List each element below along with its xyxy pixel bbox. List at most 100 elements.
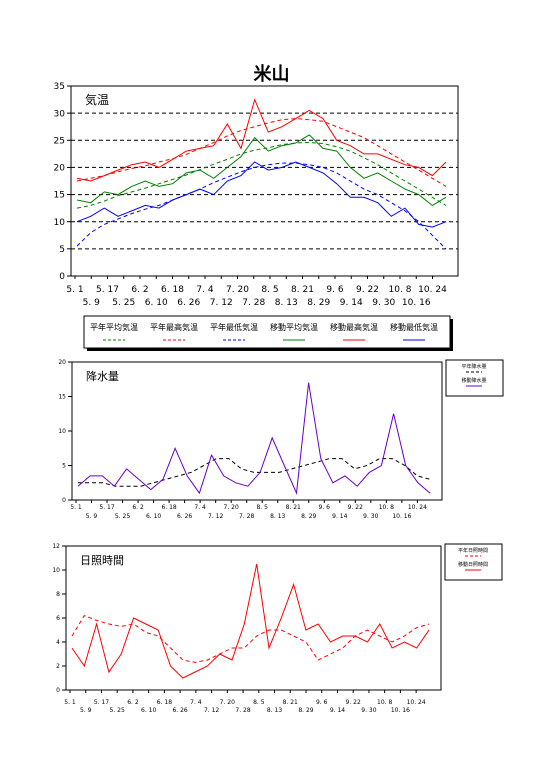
x-tick-label: 9. 14 <box>330 707 345 714</box>
x-tick-label: 7. 4 <box>194 504 206 511</box>
legend-label: 移動最高気温 <box>330 322 378 332</box>
x-tick-label: 8. 5 <box>261 285 278 295</box>
x-tick-label: 9. 30 <box>363 513 378 520</box>
x-tick-label: 10. 16 <box>391 707 410 714</box>
legend-box <box>83 315 451 349</box>
series-line <box>71 563 430 679</box>
series-line <box>76 162 447 250</box>
x-tick-label: 6. 18 <box>161 504 176 511</box>
y-tick-label: 0 <box>62 497 66 504</box>
chart-panel-1 <box>67 85 459 279</box>
x-tick-label: 9. 22 <box>346 699 361 706</box>
x-tick-label: 7. 28 <box>235 707 250 714</box>
x-tick-label: 9. 30 <box>372 298 395 308</box>
series-line <box>76 161 447 228</box>
legend-label: 移動降水量 <box>461 377 486 384</box>
x-tick-label: 8. 21 <box>291 285 314 295</box>
series-line <box>76 118 447 187</box>
legend-label: 移動日照時間 <box>458 561 488 568</box>
y-tick-label: 6 <box>56 615 60 622</box>
x-tick-label: 5. 9 <box>80 707 92 714</box>
y-tick-label: 15 <box>54 191 65 201</box>
y-tick-label: 2 <box>56 663 60 670</box>
series-line <box>76 134 447 207</box>
x-tick-label: 7. 12 <box>204 707 219 714</box>
panel-label: 気温 <box>85 92 109 107</box>
x-tick-label: 9. 14 <box>340 298 363 308</box>
y-tick-label: 20 <box>58 359 66 366</box>
y-tick-label: 0 <box>59 272 65 282</box>
series-line <box>71 614 430 663</box>
plot-frame <box>65 545 442 691</box>
x-tick-label: 9. 14 <box>332 513 347 520</box>
x-tick-label: 7. 12 <box>208 513 223 520</box>
legend-label: 移動平均気温 <box>270 322 318 332</box>
x-tick-label: 10. 16 <box>392 513 411 520</box>
legend-label: 平年日照時間 <box>458 547 488 554</box>
legend-label: 平年降水量 <box>461 363 486 370</box>
x-tick-label: 6. 10 <box>141 707 156 714</box>
series-line <box>77 382 431 496</box>
panel-label: 日照時間 <box>80 554 124 567</box>
x-tick-label: 5. 1 <box>64 699 76 706</box>
x-tick-label: 6. 26 <box>172 707 187 714</box>
x-tick-label: 6. 2 <box>132 504 144 511</box>
x-tick-label: 6. 2 <box>131 285 148 295</box>
x-tick-label: 8. 13 <box>270 513 285 520</box>
legend-label: 平年最高気温 <box>150 322 198 332</box>
x-tick-label: 8. 5 <box>253 699 265 706</box>
series-line <box>78 458 431 487</box>
x-tick-label: 9. 22 <box>356 285 379 295</box>
y-tick-label: 8 <box>56 591 60 598</box>
series-line <box>76 98 447 182</box>
x-tick-label: 10. 8 <box>377 699 392 706</box>
x-tick-label: 9. 22 <box>348 504 363 511</box>
y-tick-label: 30 <box>54 109 66 119</box>
y-tick-label: 4 <box>56 639 60 646</box>
x-tick-label: 9. 6 <box>319 504 331 511</box>
x-tick-label: 7. 20 <box>224 504 239 511</box>
x-tick-label: 8. 5 <box>256 504 268 511</box>
x-tick-label: 8. 13 <box>275 298 298 308</box>
y-tick-label: 10 <box>58 428 66 435</box>
x-tick-label: 6. 10 <box>145 298 168 308</box>
plot-frame <box>71 361 443 501</box>
x-tick-label: 5. 17 <box>99 504 114 511</box>
x-tick-label: 10. 8 <box>379 504 394 511</box>
x-tick-label: 6. 2 <box>127 699 139 706</box>
y-tick-label: 20 <box>54 164 66 174</box>
x-tick-label: 5. 17 <box>94 699 109 706</box>
x-tick-label: 5. 1 <box>66 285 83 295</box>
x-tick-label: 8. 29 <box>307 298 330 308</box>
x-tick-label: 7. 4 <box>196 285 213 295</box>
x-tick-label: 9. 30 <box>361 707 376 714</box>
x-tick-label: 7. 28 <box>242 298 265 308</box>
y-tick-label: 0 <box>56 687 60 694</box>
x-tick-label: 7. 28 <box>239 513 254 520</box>
x-tick-label: 5. 9 <box>86 513 98 520</box>
x-tick-label: 6. 26 <box>177 513 192 520</box>
x-tick-label: 8. 13 <box>267 707 282 714</box>
x-tick-label: 8. 21 <box>283 699 298 706</box>
x-tick-label: 6. 18 <box>161 285 184 295</box>
legend-label: 平年平均気温 <box>90 322 138 332</box>
x-tick-label: 5. 25 <box>115 513 130 520</box>
x-tick-label: 5. 17 <box>96 285 119 295</box>
x-tick-label: 5. 9 <box>83 298 100 308</box>
x-tick-label: 7. 20 <box>220 699 235 706</box>
y-tick-label: 12 <box>52 543 60 550</box>
legend-label: 平年最低気温 <box>210 322 258 332</box>
x-tick-label: 8. 29 <box>298 707 313 714</box>
y-tick-label: 35 <box>54 82 65 92</box>
x-tick-label: 10. 24 <box>408 504 427 511</box>
x-tick-label: 6. 10 <box>146 513 161 520</box>
legend-box <box>445 359 504 397</box>
y-tick-label: 10 <box>54 218 66 228</box>
y-tick-label: 25 <box>54 136 65 146</box>
plot-frame <box>70 85 459 277</box>
x-tick-label: 7. 12 <box>210 298 233 308</box>
x-tick-label: 10. 8 <box>389 285 412 295</box>
x-tick-label: 7. 4 <box>190 699 202 706</box>
page-title: 米山 <box>253 64 290 85</box>
x-tick-label: 8. 29 <box>301 513 316 520</box>
